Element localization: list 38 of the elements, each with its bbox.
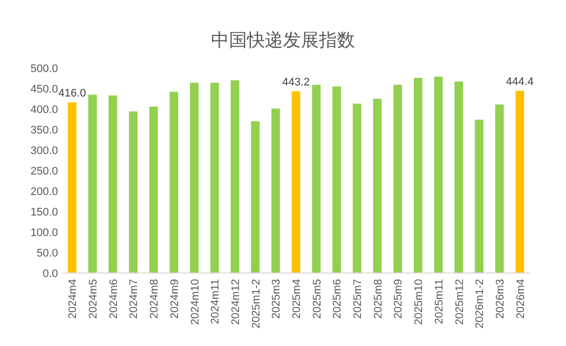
x-tick-label: 2025m5	[311, 279, 324, 319]
y-tick-label: 0.0	[42, 268, 58, 280]
x-tick-label: 2024m11	[210, 279, 222, 324]
x-tick-label: 2025m11	[433, 279, 446, 324]
x-tick-label: 2024m10	[189, 279, 202, 325]
x-tick-label: 2024m5	[88, 279, 100, 319]
y-tick-label: 200.0	[30, 186, 58, 198]
x-tick-label: 2024m6	[108, 279, 120, 319]
data-label: 444.4	[506, 76, 534, 88]
x-tick-label: 2024m7	[128, 279, 140, 319]
data-label: 443.2	[282, 76, 310, 88]
y-tick-label: 300.0	[30, 145, 58, 157]
y-tick-label: 450.0	[30, 84, 58, 96]
y-tick-label: 50.0	[36, 248, 58, 260]
x-tick-label: 2025m1-2	[250, 279, 262, 329]
x-tick-label: 2026m4	[514, 279, 527, 319]
y-tick-label: 100.0	[30, 227, 58, 239]
y-tick-label: 500.0	[30, 63, 58, 75]
x-tick-label: 2025m12	[454, 279, 466, 325]
y-tick-label: 150.0	[30, 206, 58, 218]
x-tick-label: 2026m1-2	[474, 279, 486, 329]
x-tick-label: 2025m10	[413, 279, 426, 325]
x-tick-label: 2024m12	[230, 279, 242, 325]
x-tick-label: 2025m4	[291, 279, 303, 319]
x-tick-label: 2025m9	[392, 279, 405, 319]
y-tick-label: 400.0	[30, 104, 58, 116]
x-tick-label: 2024m8	[148, 279, 161, 319]
title: 中国快递发展指数	[211, 30, 355, 50]
x-tick-label: 2025m6	[332, 279, 344, 319]
x-tick-label: 2025m8	[372, 279, 384, 319]
x-tick-label: 2025m3	[270, 279, 283, 319]
y-tick-label: 250.0	[30, 166, 58, 178]
x-tick-label: 2024m9	[168, 279, 181, 319]
x-tick-label: 2024m4	[67, 279, 80, 319]
x-tick-label: 2026m3	[494, 279, 506, 319]
data-label: 416.0	[58, 87, 86, 100]
x-tick-label: 2025m7	[352, 279, 364, 319]
y-tick-label: 350.0	[30, 124, 58, 136]
